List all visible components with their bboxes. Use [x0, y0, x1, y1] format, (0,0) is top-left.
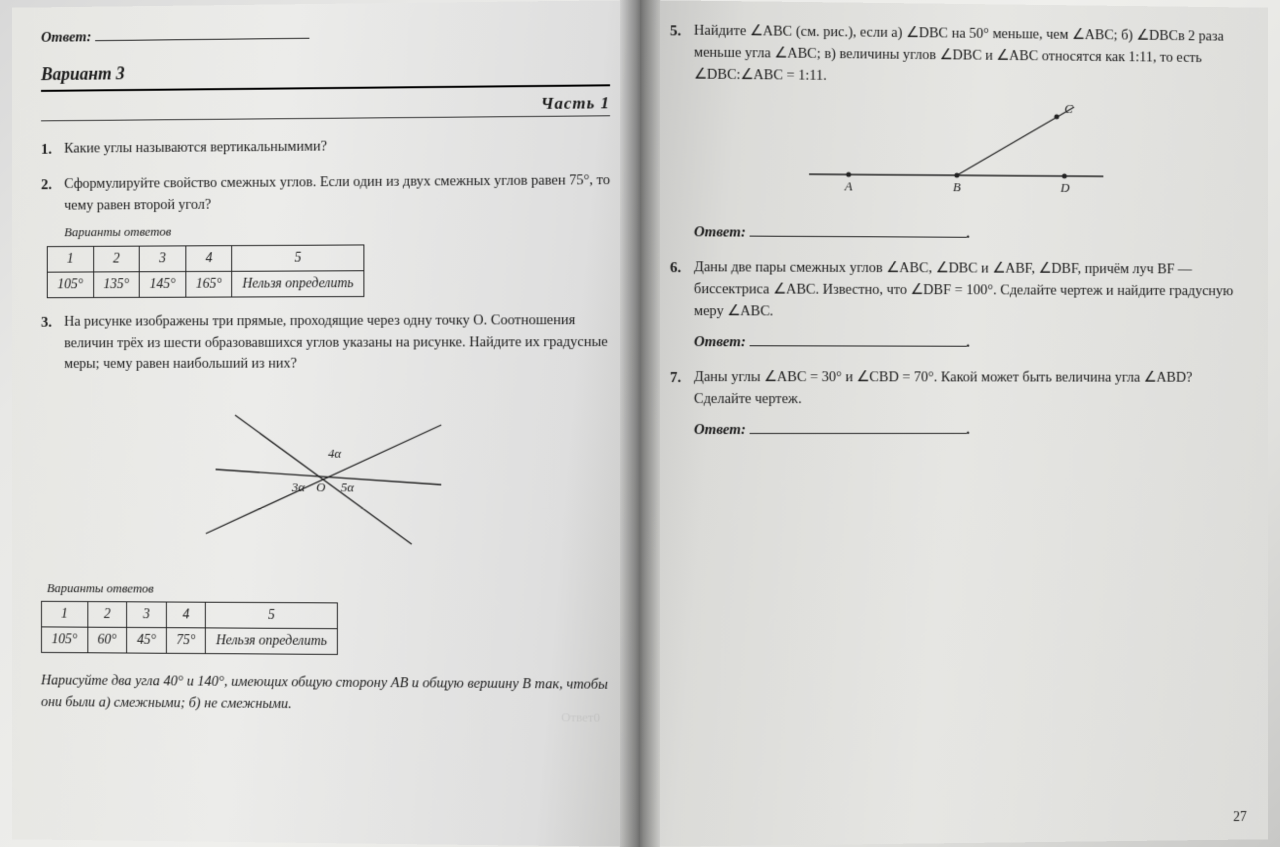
- q5-text: Найдите ∠ABC (см. рис.), если а) ∠DBC на…: [694, 21, 1239, 92]
- q2-v2: 135°: [93, 271, 139, 297]
- variant-title: Вариант 3: [41, 55, 610, 92]
- q2-h3: 3: [139, 246, 185, 272]
- label-3a: 3α: [291, 480, 305, 494]
- q2-v1: 105°: [47, 272, 93, 298]
- q5-diagram: A B D C: [779, 97, 1132, 199]
- q3-text: На рисунке изображены три прямые, проход…: [64, 310, 610, 376]
- label-C: C: [1064, 101, 1073, 116]
- question-4: Нарисуйте два угла 40° и 140°, имеющих о…: [41, 671, 610, 719]
- table-row: 105° 60° 45° 75° Нельзя определить: [41, 627, 337, 655]
- table-row: 1 2 3 4 5: [41, 601, 337, 628]
- period: .: [967, 226, 971, 242]
- q3-h5: 5: [206, 602, 338, 628]
- q2-h1: 1: [47, 246, 93, 272]
- q7-text: Даны углы ∠ABC = 30° и ∠CBD = 70°. Какой…: [694, 367, 1239, 411]
- answer-label: Ответ:: [41, 29, 91, 45]
- table-row: 1 2 3 4 5: [47, 245, 364, 272]
- q3-figure: 4α 3α О 5α: [41, 385, 610, 562]
- question-5: 5. Найдите ∠ABC (см. рис.), если а) ∠DBC…: [670, 20, 1239, 246]
- part-title: Часть 1: [41, 90, 610, 122]
- q2-v4: 165°: [186, 271, 232, 297]
- q3-v1: 105°: [41, 627, 87, 653]
- answer-label: Ответ:: [694, 224, 746, 240]
- q7-answer: Ответ: .: [694, 419, 1239, 441]
- book-spread: Ответ: Вариант 3 Часть 1 1. Какие углы н…: [0, 0, 1280, 847]
- q6-answer: Ответ: .: [694, 331, 1239, 355]
- q4-text: Нарисуйте два угла 40° и 140°, имеющих о…: [41, 671, 610, 719]
- q1-num: 1.: [41, 139, 52, 161]
- question-1: 1. Какие углы называются вертикальнымими…: [41, 134, 610, 160]
- q3-diagram: 4α 3α О 5α: [186, 385, 461, 554]
- question-6: 6. Даны две пары смежных углов ∠ABC, ∠DB…: [670, 257, 1239, 354]
- q5-figure: A B D C: [670, 96, 1239, 207]
- answer-blank: [95, 24, 309, 41]
- q7-num: 7.: [670, 367, 681, 389]
- q2-h2: 2: [93, 246, 139, 272]
- q3-opts-label: Варианты ответов: [47, 578, 610, 600]
- table-row: 105° 135° 145° 165° Нельзя определить: [47, 270, 364, 297]
- q6-text: Даны две пары смежных углов ∠ABC, ∠DBC и…: [694, 258, 1239, 325]
- q3-h2: 2: [87, 602, 126, 628]
- q3-v4: 75°: [166, 628, 206, 654]
- answer-label: Ответ:: [694, 422, 746, 438]
- q5-answer: Ответ: .: [694, 221, 1239, 246]
- label-A: A: [844, 179, 853, 194]
- q2-options-table: 1 2 3 4 5 105° 135° 145° 165° Нельзя опр…: [47, 244, 365, 298]
- q2-num: 2.: [41, 174, 52, 196]
- q2-v5: Нельзя определить: [232, 270, 364, 296]
- label-5a: 5α: [341, 480, 354, 494]
- top-answer-line: Ответ:: [41, 20, 610, 49]
- question-7: 7. Даны углы ∠ABC = 30° и ∠CBD = 70°. Ка…: [670, 367, 1239, 441]
- answer-blank: [749, 221, 966, 237]
- question-2: 2. Сформулируйте свойство смежных углов.…: [41, 170, 610, 298]
- label-O: О: [316, 480, 325, 494]
- page-left: Ответ: Вариант 3 Часть 1 1. Какие углы н…: [12, 0, 640, 847]
- q3-v2: 60°: [87, 627, 126, 653]
- label-D: D: [1060, 180, 1071, 195]
- q3-num: 3.: [41, 312, 52, 334]
- period: .: [967, 422, 971, 438]
- q3-v5: Нельзя определить: [206, 628, 338, 655]
- label-4a: 4α: [328, 447, 341, 461]
- label-B: B: [953, 179, 961, 194]
- q2-opts-label: Варианты ответов: [64, 219, 610, 241]
- question-3: 3. На рисунке изображены три прямые, про…: [41, 310, 610, 657]
- q3-options-table: 1 2 3 4 5 105° 60° 45° 75° Нельзя опреде…: [41, 601, 338, 655]
- page-right: 5. Найдите ∠ABC (см. рис.), если а) ∠DBC…: [640, 0, 1268, 847]
- q3-h3: 3: [127, 602, 166, 628]
- q2-h4: 4: [186, 245, 232, 271]
- answer-label: Ответ:: [694, 334, 746, 350]
- q2-v3: 145°: [139, 271, 185, 297]
- q3-h4: 4: [166, 602, 206, 628]
- q2-h5: 5: [232, 245, 364, 271]
- q6-num: 6.: [670, 257, 681, 280]
- q3-v3: 45°: [127, 627, 166, 653]
- q2-text: Сформулируйте свойство смежных углов. Ес…: [64, 170, 610, 217]
- answer-blank: [749, 331, 966, 346]
- period: .: [967, 334, 971, 350]
- answer-blank: [749, 419, 966, 434]
- q1-text: Какие углы называются вертикальнымими?: [64, 134, 610, 160]
- q3-h1: 1: [41, 601, 87, 627]
- q5-num: 5.: [670, 20, 681, 43]
- page-number: 27: [1233, 807, 1247, 828]
